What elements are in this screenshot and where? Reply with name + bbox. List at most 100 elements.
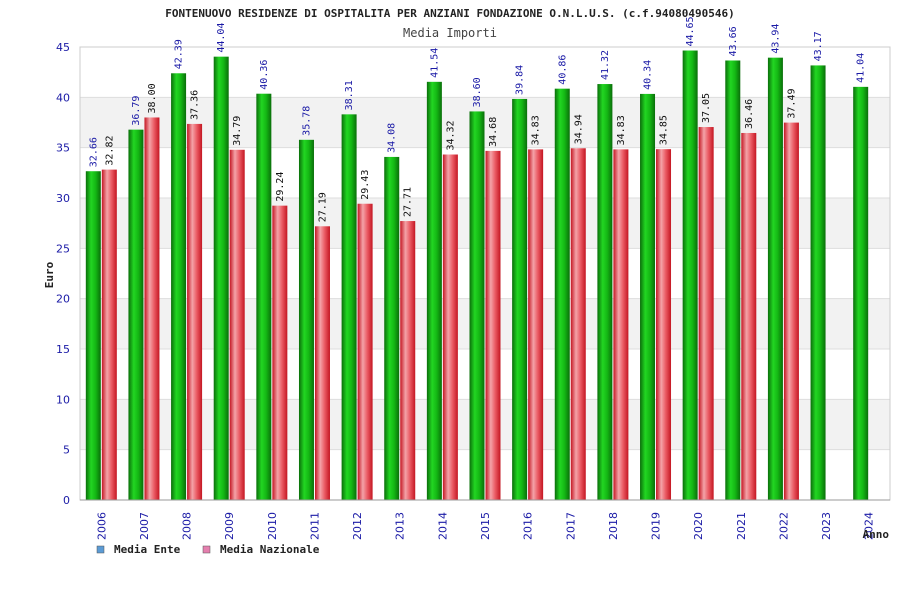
bar-media-ente [597,84,613,500]
value-label-media-nazionale: 37.36 [190,90,201,120]
bar-media-ente [171,73,187,501]
x-tick-label: 2023 [820,512,833,540]
bar-media-nazionale [698,127,714,500]
value-label-media-ente: 35.78 [301,106,312,136]
bar-media-ente [725,60,741,501]
bar-media-ente [853,86,869,500]
x-axis-label: Anno [863,528,890,541]
x-tick-label: 2006 [95,512,108,540]
legend-label-media-nazionale: Media Nazionale [220,543,320,556]
y-tick-label: 10 [56,393,70,406]
legend-swatch-media-ente [96,545,105,554]
value-label-media-ente: 40.36 [259,60,270,90]
bar-media-nazionale [613,149,629,501]
bar-media-nazionale [656,149,672,500]
value-label-media-nazionale: 34.83 [616,115,627,145]
bar-media-ente [85,171,101,501]
value-label-media-nazionale: 34.94 [573,114,584,144]
value-label-media-ente: 43.66 [728,26,739,56]
x-tick-label: 2011 [308,512,321,540]
x-tick-label: 2014 [436,512,449,540]
bar-media-ente [682,50,698,500]
value-label-media-nazionale: 29.24 [275,172,286,202]
y-tick-label: 15 [56,343,70,356]
value-label-media-ente: 44.04 [216,23,227,53]
bar-media-ente [128,129,144,500]
x-tick-label: 2010 [266,512,279,540]
bar-media-ente [512,98,528,500]
x-tick-label: 2008 [181,512,194,540]
x-tick-label: 2020 [692,512,705,540]
bar-media-nazionale [485,150,501,500]
value-label-media-nazionale: 38.00 [147,83,158,113]
value-label-media-nazionale: 36.46 [744,99,755,129]
x-tick-label: 2009 [223,512,236,540]
value-label-media-nazionale: 27.19 [317,192,328,222]
value-label-media-ente: 44.65 [685,16,696,46]
bar-media-nazionale [741,132,757,500]
value-label-media-ente: 38.31 [344,80,355,110]
value-label-media-ente: 36.79 [131,96,142,126]
value-label-media-ente: 42.39 [174,39,185,69]
value-label-media-ente: 43.94 [770,24,781,54]
value-label-media-ente: 41.04 [856,53,867,83]
bar-media-ente [426,81,442,501]
x-tick-label: 2015 [479,512,492,540]
bar-media-nazionale [528,149,544,501]
y-tick-label: 20 [56,293,70,306]
bar-media-ente [256,93,272,500]
legend-label-media-ente: Media Ente [114,543,181,556]
value-label-media-nazionale: 34.85 [659,115,670,145]
y-tick-label: 45 [56,41,70,54]
bar-media-ente [640,93,656,500]
x-axis: 2006 2007 2008 2009 2010 2011 2012 2013 2014 2015… [80,499,890,540]
x-tick-label: 2018 [607,512,620,540]
value-label-media-ente: 41.54 [429,48,440,78]
value-label-media-nazionale: 34.32 [445,120,456,150]
value-label-media-ente: 43.17 [813,31,824,61]
chart-subtitle: Media Importi [403,26,497,40]
bar-media-ente [810,65,826,500]
value-label-media-nazionale: 37.05 [701,93,712,123]
bar-media-ente [469,111,485,500]
legend: Media Ente Media Nazionale [96,543,320,556]
bar-media-nazionale [272,205,288,500]
y-axis: 0 5 10 15 20 25 30 35 40 45 [56,41,70,507]
bar-media-nazionale [570,148,586,500]
value-label-media-ente: 38.60 [472,77,483,107]
bar-media-nazionale [783,122,799,500]
value-label-media-nazionale: 34.79 [232,116,243,146]
value-label-media-nazionale: 34.83 [531,115,542,145]
bar-media-nazionale [314,226,330,500]
bar-media-nazionale [229,149,245,500]
y-tick-label: 30 [56,192,70,205]
y-tick-label: 40 [56,91,70,104]
bars-group: 32.66 32.82 36.79 38.00 42.39 37.36 44.04 34.79… [85,16,869,501]
value-label-media-ente: 34.08 [387,123,398,153]
value-label-media-nazionale: 29.43 [360,170,371,200]
y-tick-label: 35 [56,142,70,155]
chart-title: FONTENUOVO RESIDENZE DI OSPITALITA PER A… [165,7,735,20]
bar-media-nazionale [357,203,373,500]
x-tick-label: 2013 [394,512,407,540]
value-label-media-ente: 32.66 [88,137,99,167]
bar-media-nazionale [400,221,416,500]
bar-media-ente [341,114,357,500]
x-tick-label: 2007 [138,512,151,540]
value-label-media-ente: 40.34 [643,60,654,90]
bar-media-nazionale [101,169,117,500]
y-tick-label: 0 [63,494,70,507]
x-tick-label: 2016 [522,512,535,540]
bar-media-nazionale [187,123,203,500]
bar-media-ente [384,156,400,501]
x-tick-label: 2019 [650,512,663,540]
bar-media-nazionale [442,154,458,500]
x-tick-label: 2022 [777,512,790,540]
bar-media-ente [298,139,314,500]
y-tick-label: 25 [56,242,70,255]
x-tick-label: 2012 [351,512,364,540]
bar-media-ente [767,57,783,501]
y-tick-label: 5 [63,444,70,457]
bar-media-nazionale [144,117,160,500]
